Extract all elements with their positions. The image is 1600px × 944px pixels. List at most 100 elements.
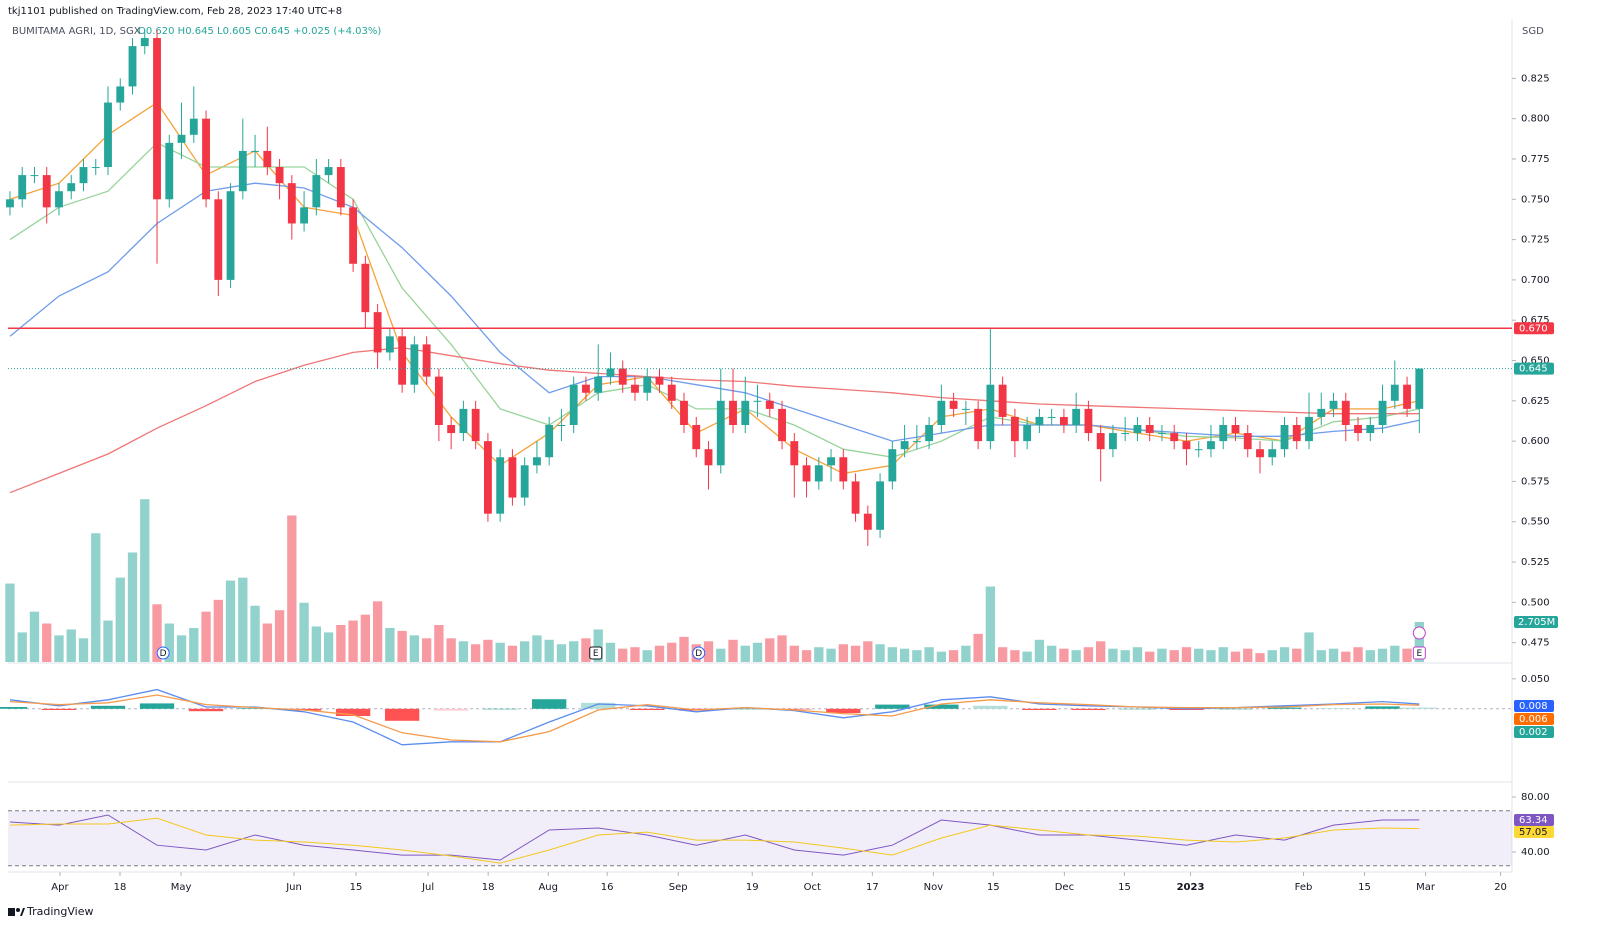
- candle-body: [238, 150, 247, 192]
- y-tick-label: 0.825: [1521, 73, 1550, 84]
- y-tick-label: 0.575: [1521, 476, 1550, 487]
- macd-histogram: [777, 708, 812, 710]
- volume-bar: [1169, 650, 1179, 662]
- macd-histogram: [139, 703, 175, 709]
- volume-bar: [397, 630, 407, 662]
- macd-histogram: [1120, 708, 1155, 710]
- volume-bar: [740, 645, 750, 662]
- candle-body: [606, 368, 615, 377]
- candle-body: [1145, 425, 1154, 434]
- volume-bar: [42, 623, 52, 662]
- candle-body: [128, 46, 137, 87]
- macd-badge-label: 0.008: [1519, 701, 1548, 712]
- candle-body: [631, 384, 639, 393]
- volume-bar: [520, 641, 530, 662]
- candle-body: [643, 376, 652, 393]
- volume-bar: [875, 644, 885, 662]
- candle-body: [30, 175, 39, 177]
- x-tick-label: Nov: [924, 882, 944, 893]
- volume-bar: [164, 623, 174, 662]
- volume-bar: [642, 650, 652, 662]
- volume-bar: [850, 645, 861, 662]
- dividend-flash: [1412, 626, 1426, 640]
- candle-body: [876, 481, 885, 530]
- candle-body: [312, 175, 321, 208]
- volume-bar: [1218, 647, 1228, 662]
- y-tick-label: 0.625: [1521, 396, 1550, 407]
- candle-body: [520, 465, 529, 498]
- volume-bar: [5, 583, 15, 662]
- candle-body: [1390, 384, 1399, 401]
- volume-bar: [201, 611, 211, 662]
- volume-bar: [912, 650, 922, 662]
- candle-body: [692, 425, 701, 450]
- candle-body: [900, 441, 909, 450]
- macd-histogram: [1071, 708, 1106, 710]
- volume-bar: [997, 647, 1008, 662]
- volume-bar: [887, 647, 897, 662]
- volume-bar: [1267, 650, 1277, 662]
- volume-bar: [654, 645, 665, 662]
- candle-body: [422, 344, 431, 377]
- candle-body: [1415, 368, 1424, 409]
- candle-body: [802, 465, 811, 482]
- volume-bar: [544, 639, 554, 662]
- volume-bar: [495, 642, 505, 662]
- macd-histogram: [728, 708, 763, 710]
- volume-bar: [483, 639, 493, 662]
- candle-body: [1084, 408, 1093, 434]
- volume-bar: [948, 650, 959, 662]
- candle-body: [716, 400, 725, 466]
- macd-badge-label: 0.002: [1519, 727, 1548, 738]
- y-tick-label: 0.650: [1521, 356, 1550, 367]
- macd-histogram: [581, 702, 616, 709]
- candle-body: [1158, 433, 1166, 435]
- volume-bar: [1316, 650, 1326, 662]
- x-tick-label: Aug: [538, 882, 558, 893]
- candle-body: [471, 408, 480, 442]
- candle-body: [741, 400, 750, 425]
- macd-badge: [1514, 700, 1554, 712]
- macd-line: [9, 694, 1420, 743]
- event-label: E: [1416, 649, 1422, 659]
- candle-body: [1182, 441, 1191, 450]
- macd-badge: [1514, 713, 1554, 725]
- volume-bar: [618, 648, 628, 662]
- candle-body: [912, 441, 921, 443]
- candle-body: [1231, 425, 1240, 434]
- price-badge: [1514, 362, 1554, 375]
- volume-bar: [446, 638, 456, 662]
- macd-histogram: [875, 704, 910, 709]
- y-tick-label: 0.800: [1521, 114, 1550, 125]
- volume-bar: [1145, 651, 1155, 662]
- volume-bar: [336, 625, 346, 662]
- candle-body: [778, 408, 786, 442]
- candle-body: [569, 384, 578, 425]
- event-label: D: [695, 649, 702, 659]
- candle-body: [582, 384, 590, 393]
- volume-bar: [360, 614, 371, 662]
- x-tick-label: 15: [350, 882, 363, 893]
- x-tick-label: 16: [601, 882, 614, 893]
- candle-body: [888, 449, 897, 482]
- volume-bar: [752, 642, 763, 662]
- volume-bar: [323, 632, 334, 662]
- candle-body: [447, 425, 456, 434]
- candle-body: [1305, 416, 1313, 442]
- volume-bar: [863, 641, 873, 662]
- volume-bar: [115, 577, 125, 662]
- x-tick-label: Jul: [421, 882, 434, 893]
- volume-bar: [311, 626, 321, 662]
- y-tick-label: 0.525: [1521, 557, 1550, 568]
- rsi-badge: [1514, 814, 1554, 826]
- macd-histogram: [483, 708, 518, 710]
- volume-bar: [1304, 632, 1314, 662]
- publish-info: tkj1101 published on TradingView.com, Fe…: [8, 6, 342, 17]
- candle-body: [1317, 408, 1326, 417]
- volume-bar: [801, 650, 812, 662]
- volume-bar: [973, 633, 983, 662]
- candle-body: [1023, 425, 1032, 442]
- footer-brand: TradingView: [26, 905, 93, 918]
